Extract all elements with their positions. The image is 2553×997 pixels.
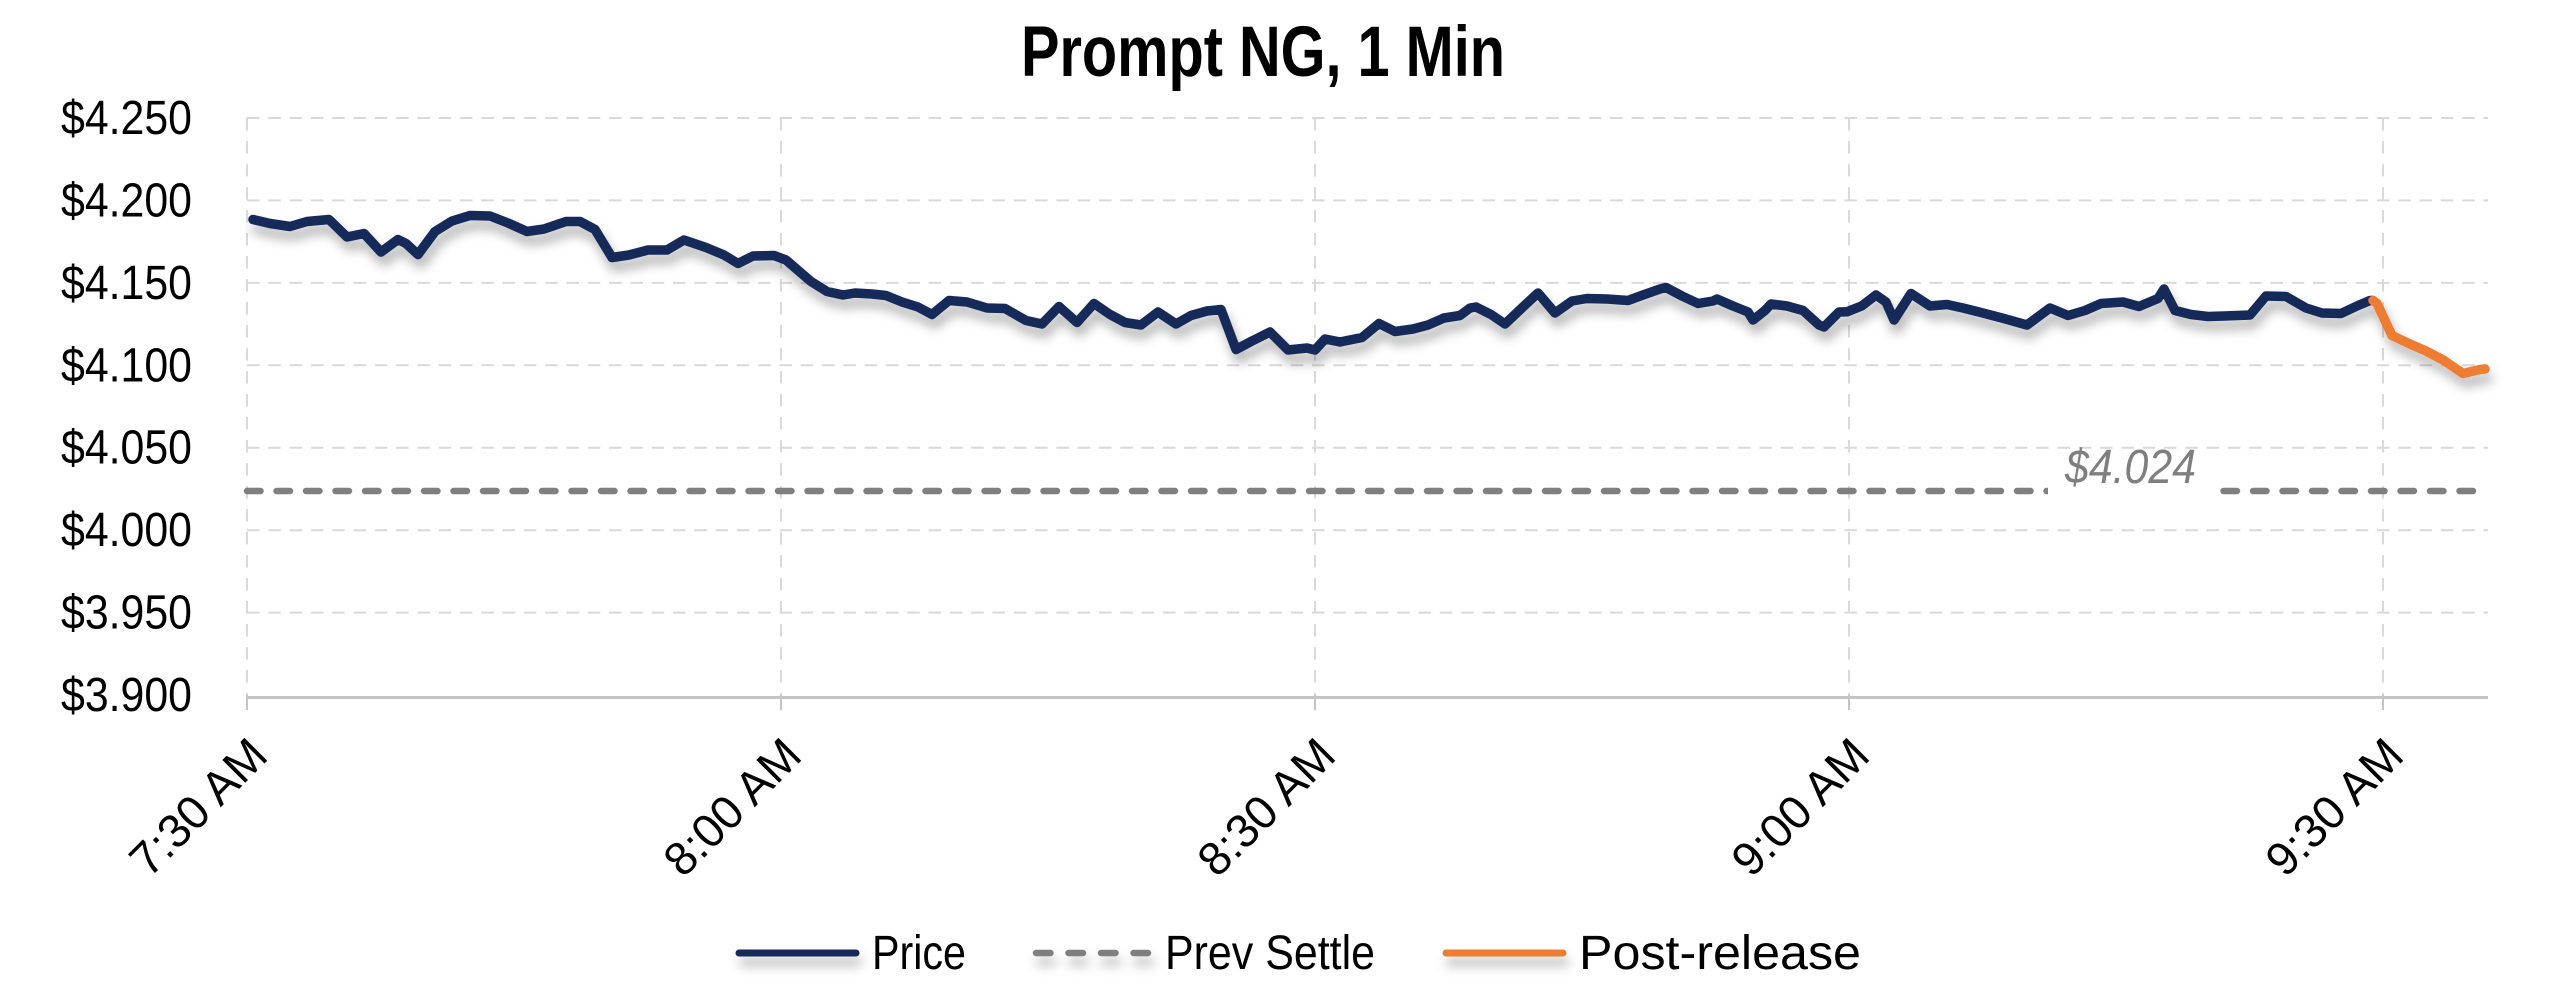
svg-text:$4.100: $4.100	[61, 339, 192, 392]
svg-text:$4.200: $4.200	[61, 174, 192, 227]
svg-text:$4.250: $4.250	[61, 92, 192, 145]
svg-text:$4.050: $4.050	[61, 422, 192, 475]
svg-text:$4.024: $4.024	[2064, 441, 2196, 494]
svg-text:Prev Settle: Prev Settle	[1165, 927, 1375, 980]
svg-text:Post-release: Post-release	[1579, 927, 1861, 980]
svg-text:Price: Price	[872, 927, 966, 980]
svg-text:$3.900: $3.900	[61, 669, 192, 722]
svg-text:$4.000: $4.000	[61, 504, 192, 557]
svg-text:$4.150: $4.150	[61, 257, 192, 310]
svg-text:Prompt NG, 1 Min: Prompt NG, 1 Min	[1021, 13, 1505, 92]
svg-text:$3.950: $3.950	[61, 587, 192, 640]
